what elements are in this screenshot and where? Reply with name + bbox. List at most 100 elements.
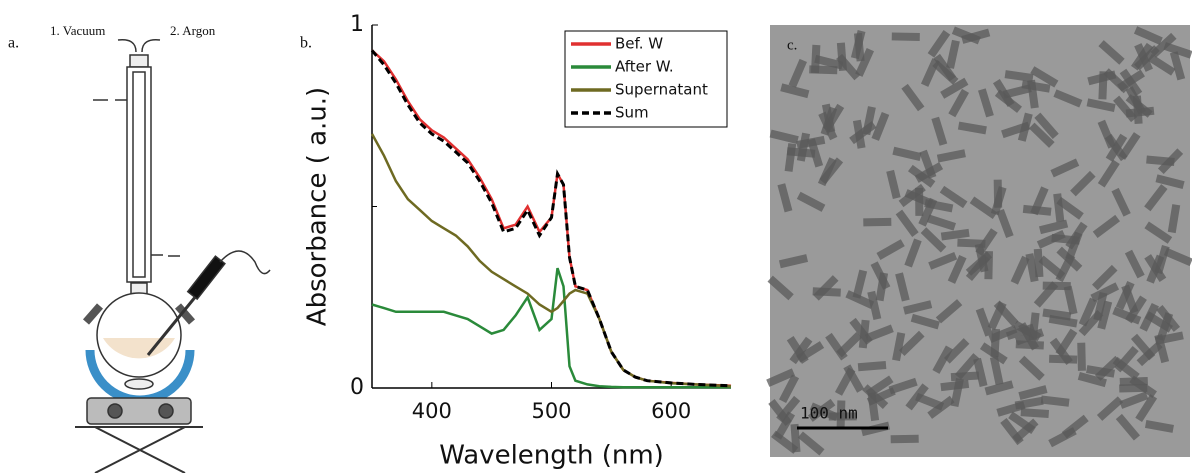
rod (918, 197, 938, 227)
rod (947, 255, 967, 284)
rod (1048, 427, 1077, 448)
rod (1018, 355, 1045, 381)
rod (1124, 249, 1145, 279)
rod (1063, 285, 1078, 315)
rod (933, 53, 957, 82)
rod (1086, 365, 1115, 378)
stirbar (124, 378, 154, 390)
rod (1086, 98, 1116, 112)
rod (993, 300, 1019, 327)
rod (1113, 95, 1138, 123)
rod (928, 251, 958, 270)
rod (1055, 253, 1076, 283)
rod (1146, 254, 1165, 284)
rod (788, 58, 807, 88)
rod (1096, 396, 1124, 421)
rod (969, 196, 998, 220)
rod (1049, 354, 1078, 364)
rod (1000, 418, 1024, 446)
rod (1053, 89, 1083, 108)
rod (786, 147, 816, 158)
rod (920, 58, 940, 87)
rod (1055, 328, 1078, 357)
rod (777, 183, 793, 213)
rod (1018, 385, 1048, 401)
rod (892, 332, 906, 362)
rod (843, 364, 865, 393)
rod (778, 254, 809, 269)
rod (1017, 112, 1033, 142)
rod (852, 269, 868, 299)
rod (1015, 340, 1044, 350)
rod (774, 411, 796, 440)
rod (1025, 253, 1039, 283)
rod (807, 138, 824, 168)
rod (944, 338, 970, 364)
rod (926, 214, 956, 231)
rod (905, 383, 929, 411)
rod (1134, 45, 1160, 71)
rod (767, 275, 794, 301)
rod (901, 83, 925, 112)
probe-handle (186, 255, 226, 301)
condenser-inner (132, 71, 146, 278)
cable (219, 250, 271, 275)
rod (1013, 320, 1042, 342)
rods (766, 26, 1192, 456)
series-line (371, 267, 731, 389)
rod (865, 375, 894, 398)
rod (1136, 341, 1163, 367)
rod (948, 88, 970, 118)
rod (1004, 70, 1034, 83)
rod (886, 169, 901, 199)
rod (1078, 297, 1098, 327)
rod (975, 307, 993, 337)
rod (904, 238, 922, 268)
rod (1144, 420, 1174, 433)
rod (994, 89, 1022, 113)
rod (825, 332, 848, 361)
rod (1077, 342, 1086, 371)
legend-label: Bef. W (615, 35, 663, 53)
rod (974, 243, 989, 273)
rod (817, 157, 837, 187)
rod (1039, 219, 1069, 235)
rod (1021, 80, 1051, 93)
condenser (126, 66, 152, 283)
rod (1040, 395, 1070, 407)
x-tick-label: 600 (651, 399, 691, 423)
rod (849, 317, 873, 345)
y-tick-label: 1 (350, 12, 364, 37)
rod (850, 30, 866, 60)
legend-box (564, 30, 728, 128)
rod (871, 111, 890, 141)
rod (1097, 300, 1113, 330)
rod (1010, 255, 1030, 285)
rod (940, 77, 969, 99)
rod (867, 290, 882, 320)
rod (855, 48, 875, 77)
rod (1078, 309, 1104, 337)
rod (875, 272, 889, 302)
rod (1028, 122, 1055, 148)
rod (904, 189, 934, 208)
scale-label: 100 nm (800, 404, 858, 423)
rod (1103, 68, 1130, 94)
rod (935, 299, 963, 324)
rod (1119, 68, 1143, 97)
rod (1133, 26, 1163, 45)
rod (876, 239, 905, 260)
legend-label: Supernatant (615, 81, 708, 99)
rod (769, 129, 799, 144)
stand (75, 426, 203, 473)
side-necks (82, 303, 196, 325)
x-tick-label: 400 (412, 399, 452, 423)
rod (1092, 264, 1118, 291)
label: 1. Vacuum (50, 23, 105, 38)
hotplate (86, 397, 192, 425)
rod (903, 300, 933, 315)
rod (950, 378, 964, 408)
rod (891, 32, 920, 41)
rod (828, 412, 857, 421)
